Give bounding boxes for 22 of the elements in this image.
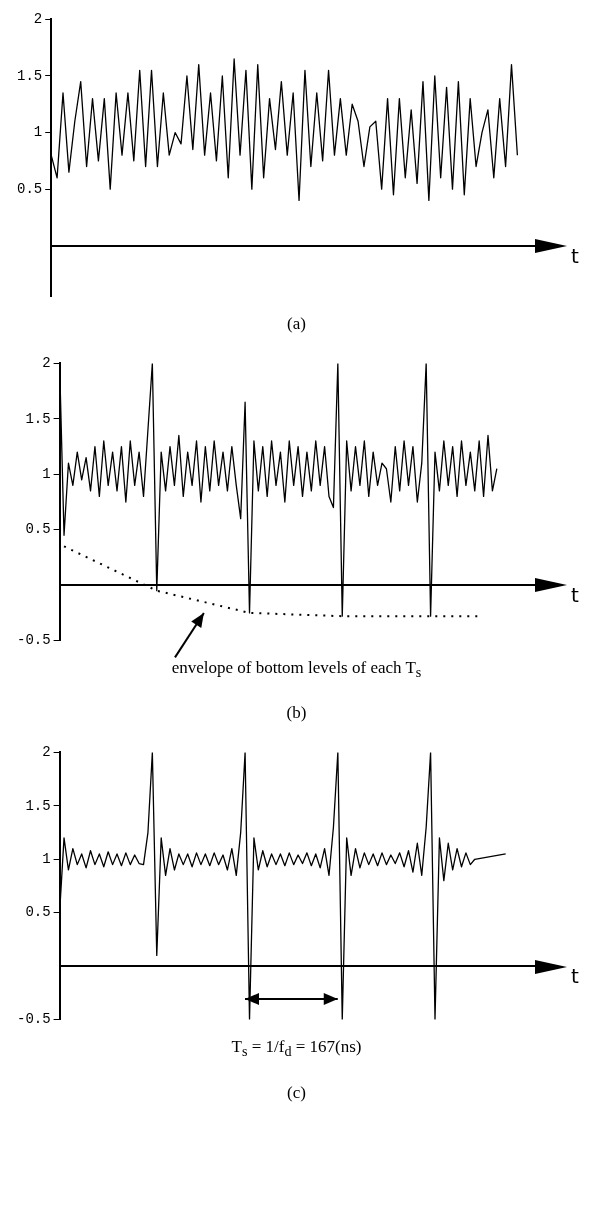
text: envelope of bottom levels of each T$_{s}$ xyxy=(170,658,423,682)
y-tick-label: 1.5 xyxy=(25,797,51,814)
y-tick-label: 1.5 xyxy=(25,410,51,427)
text: T$_{s}$ = 1/f$_{d}$ = 167(ns) xyxy=(230,1037,363,1061)
text: (c) xyxy=(286,1082,307,1103)
y-tick-label: 1.5 xyxy=(16,67,43,84)
y-tick-label: 2 xyxy=(33,11,43,28)
x-axis-title: t xyxy=(571,583,579,608)
y-tick-label: 1 xyxy=(42,851,51,868)
y-tick-label: 1 xyxy=(33,124,43,141)
y-tick-label: 1 xyxy=(42,465,51,482)
y-tick-label: 2 xyxy=(42,355,51,372)
y-tick-label: 2 xyxy=(42,744,51,761)
y-tick-label: 0.5 xyxy=(16,180,43,197)
x-axis-title: t xyxy=(571,243,579,268)
y-tick-label: -0.5 xyxy=(17,1011,51,1028)
y-tick-label: 0.5 xyxy=(25,904,51,921)
y-tick-label: -0.5 xyxy=(17,632,51,649)
y-tick-label: 0.5 xyxy=(25,521,51,538)
x-axis-title: t xyxy=(571,964,579,989)
text: (b) xyxy=(285,703,308,724)
text: (a) xyxy=(286,314,307,334)
